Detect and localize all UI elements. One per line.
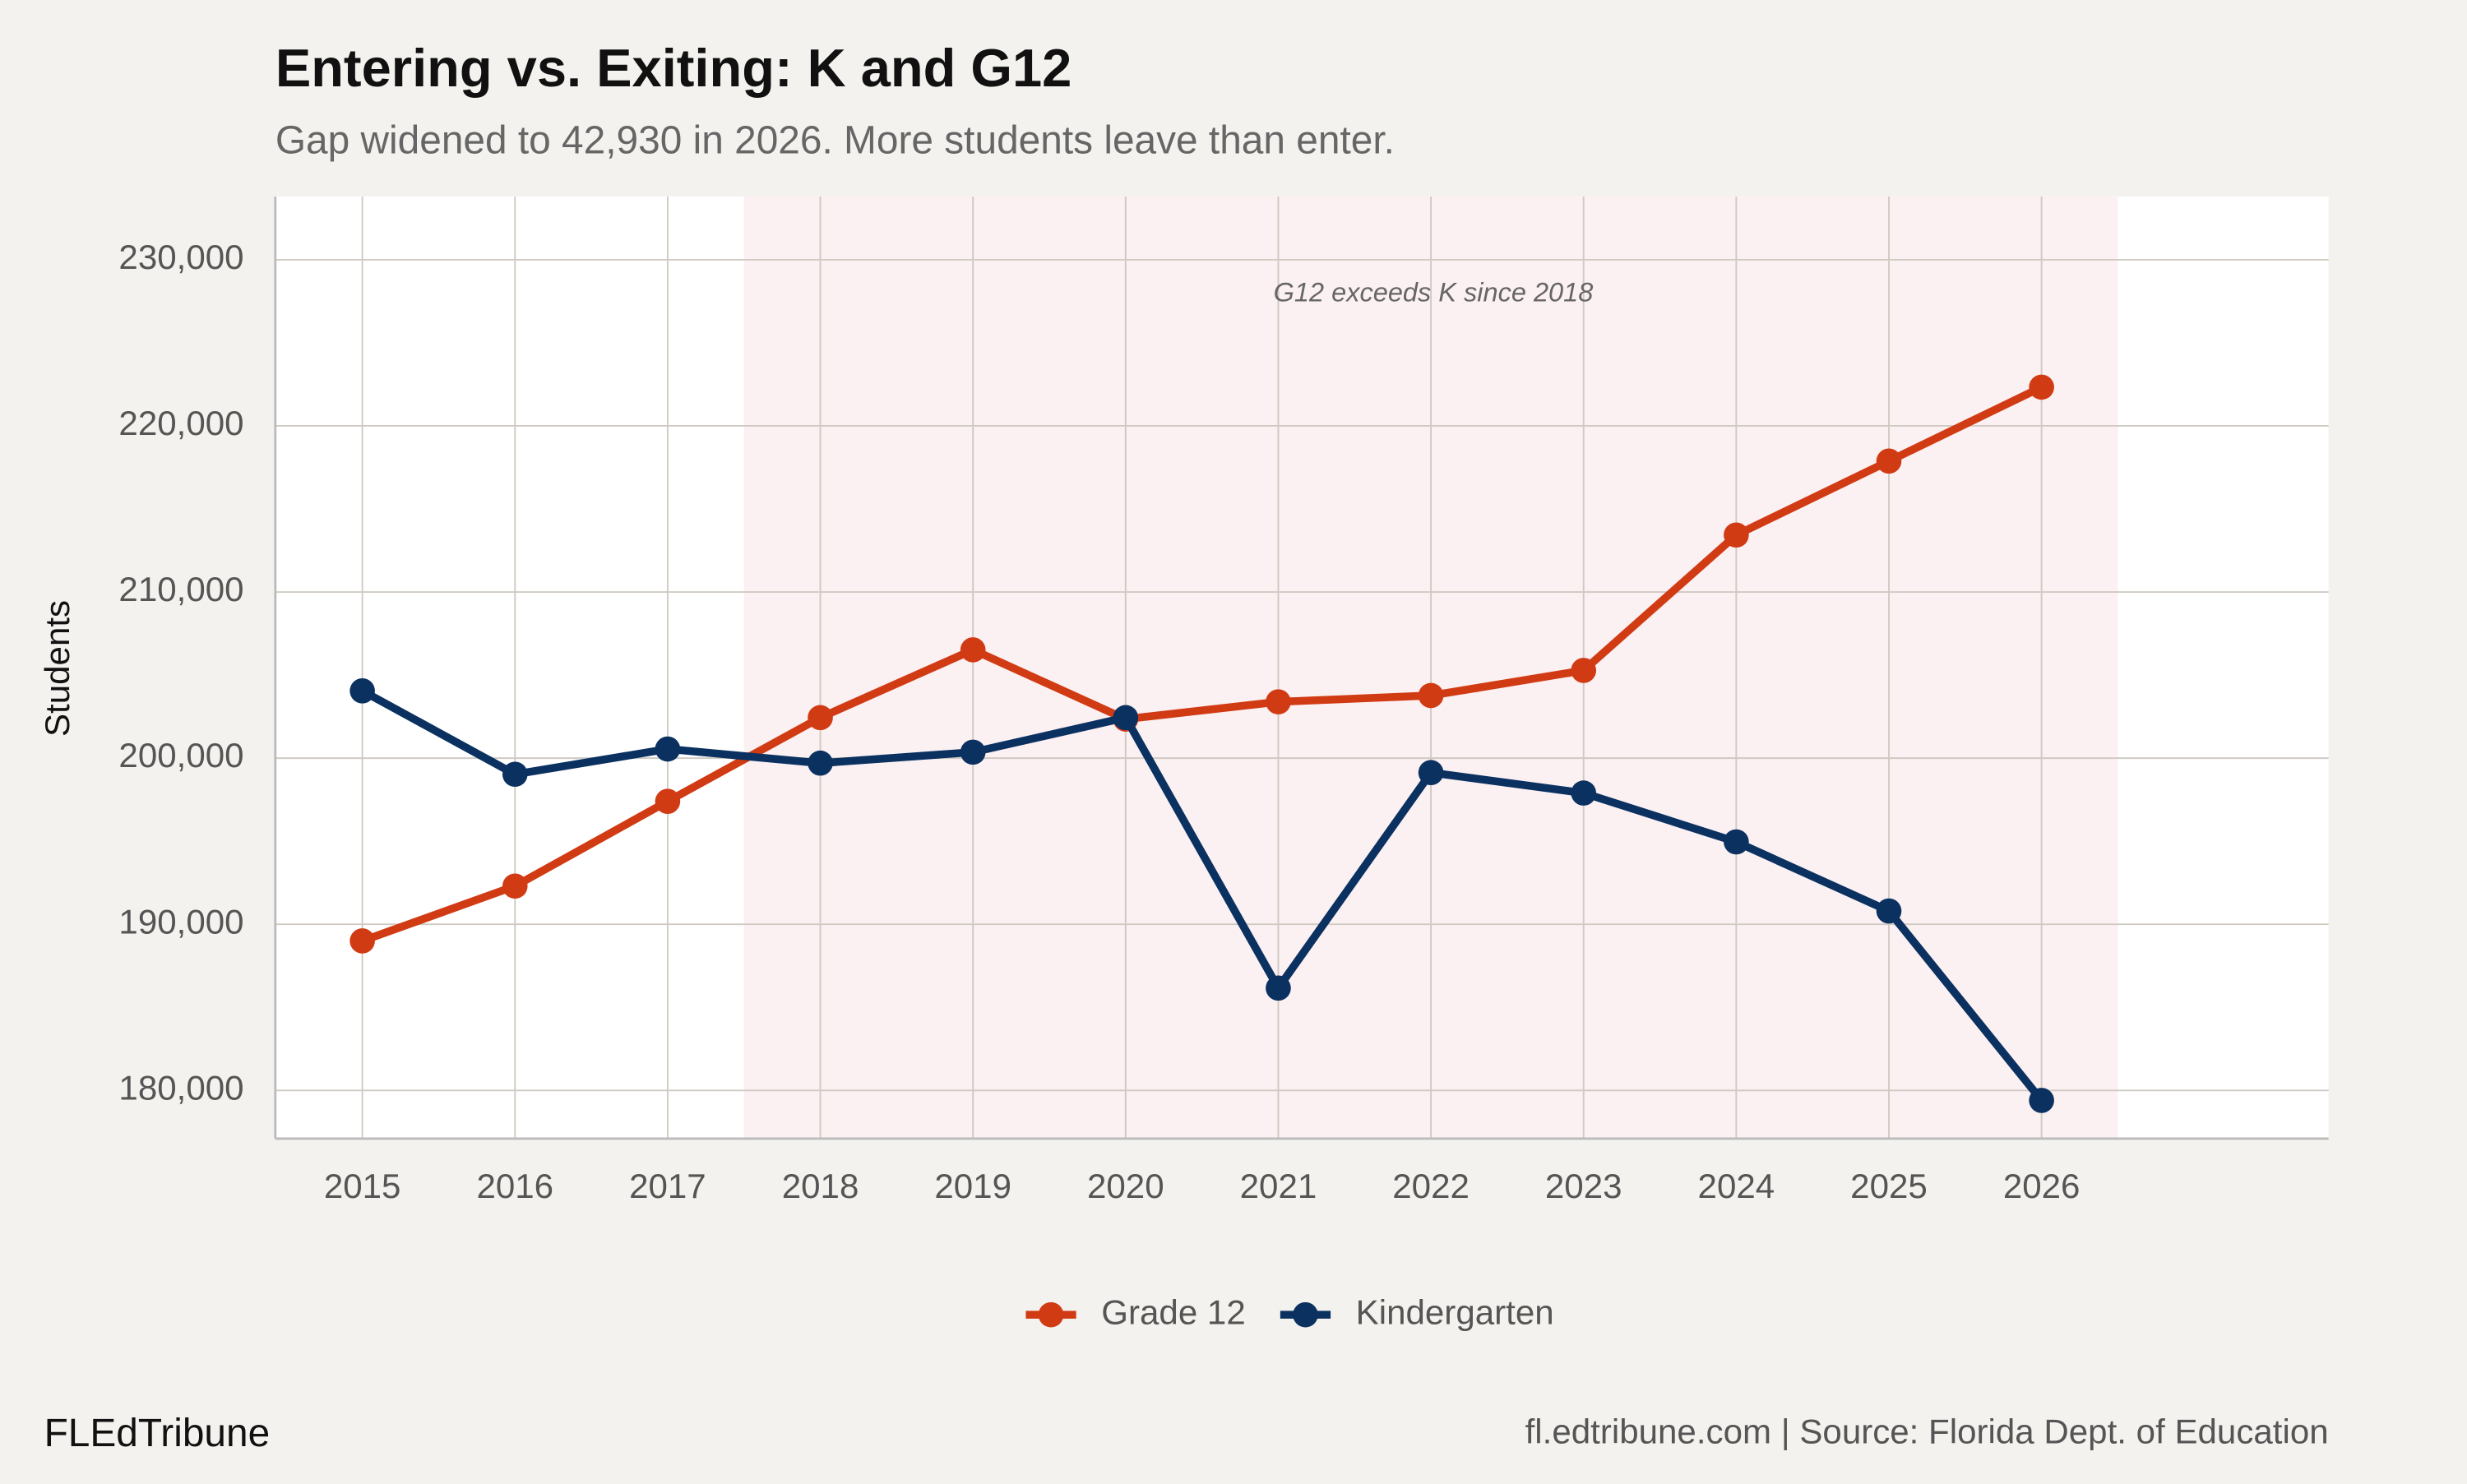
x-tick-label: 2019 [934,1167,1011,1205]
point [349,928,375,954]
annotation: G12 exceeds K since 2018 [1274,277,1594,307]
x-tick-label: 2022 [1392,1167,1470,1205]
point [808,750,833,776]
point [1113,705,1139,731]
x-tick-label: 2020 [1087,1167,1164,1205]
legend-marker [1293,1301,1318,1328]
point [1876,898,1902,924]
point [1571,780,1597,806]
point [1266,689,1291,714]
point [655,736,681,762]
legend-marker [1038,1301,1064,1328]
point [349,677,375,704]
point [960,637,986,663]
y-tick-label: 210,000 [118,570,243,608]
x-tick-label: 2015 [324,1167,401,1205]
point [502,761,528,788]
y-tick-label: 200,000 [118,736,243,774]
point [2029,1088,2054,1113]
x-tick-label: 2021 [1240,1167,1317,1205]
y-axis-label: Students [38,600,76,737]
x-tick-label: 2024 [1698,1167,1775,1205]
legend-label: Kindergarten [1356,1292,1554,1331]
point [502,873,528,899]
point [2029,374,2054,400]
point [655,788,681,814]
chart-subtitle: Gap widened to 42,930 in 2026. More stud… [275,119,1395,163]
series-line [360,687,2045,1103]
point [1724,522,1749,548]
point [1876,448,1902,474]
x-tick-label: 2023 [1545,1167,1622,1205]
point [808,705,833,731]
chart-title: Entering vs. Exiting: K and G12 [275,38,1072,98]
x-tick-label: 2018 [782,1167,859,1205]
x-tick-label: 2016 [476,1167,553,1205]
y-tick-label: 220,000 [118,404,243,442]
brand: FLEdTribune [44,1412,271,1455]
point [1266,975,1291,1001]
point [1418,682,1444,709]
series-line [361,383,2043,945]
y-tick-label: 190,000 [118,902,243,941]
point [1571,658,1597,683]
y-tick-label: 180,000 [118,1068,243,1107]
point [960,739,986,765]
y-tick-label: 230,000 [118,238,243,276]
x-tick-label: 2025 [1850,1167,1928,1205]
x-tick-label: 2026 [2003,1167,2081,1205]
caption: fl.edtribune.com | Source: Florida Dept.… [1525,1412,2329,1451]
point [1418,760,1444,786]
x-tick-label: 2017 [629,1167,706,1205]
legend-label: Grade 12 [1101,1292,1245,1331]
point [1724,829,1749,855]
